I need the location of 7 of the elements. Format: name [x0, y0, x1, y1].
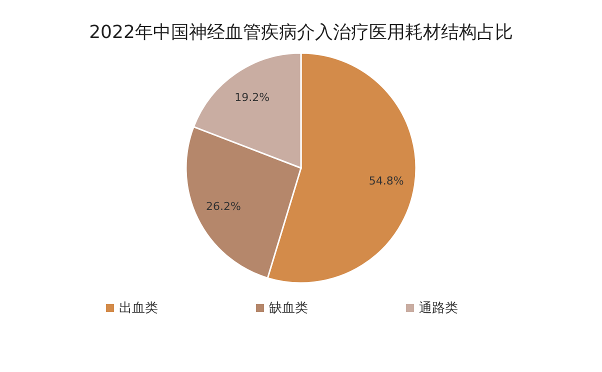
legend-label: 出血类: [119, 301, 158, 316]
data-label: 54.8%: [368, 174, 404, 188]
chart-title: 2022年中国神经血管疾病介入治疗医用耗材结构占比: [89, 22, 513, 43]
data-label: 26.2%: [206, 200, 241, 213]
data-label: 19.2%: [234, 90, 270, 104]
legend-label: 缺血类: [269, 301, 308, 316]
legend-label: 通路类: [419, 301, 458, 316]
